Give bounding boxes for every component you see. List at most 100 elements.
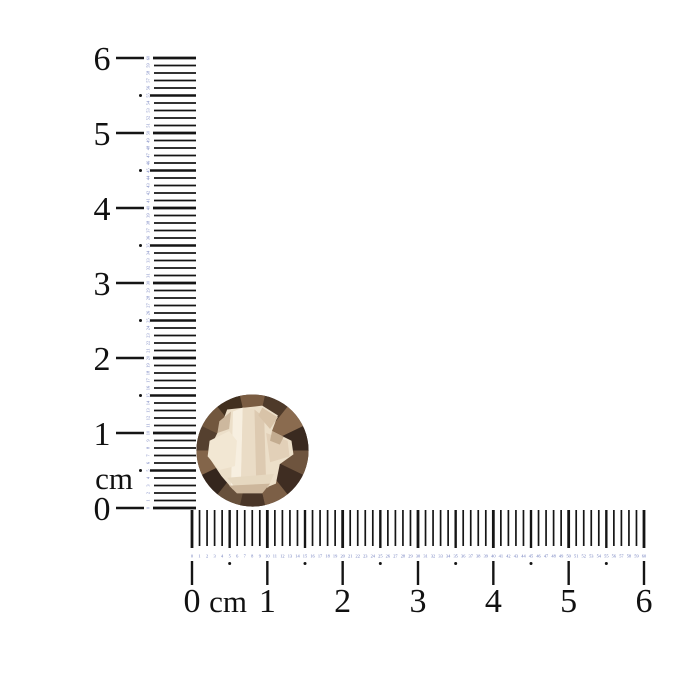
cm-label: 0 bbox=[184, 583, 201, 620]
half-cm-dot bbox=[139, 469, 142, 472]
mm-number: 52 bbox=[146, 116, 151, 120]
mm-number: 54 bbox=[597, 554, 602, 559]
cm-label: 5 bbox=[560, 583, 577, 620]
mm-number: 51 bbox=[574, 554, 578, 559]
gemstone-facet bbox=[254, 409, 267, 490]
mm-number: 38 bbox=[146, 220, 151, 225]
cm-label: 1 bbox=[259, 583, 276, 620]
half-cm-dot bbox=[454, 562, 458, 565]
mm-number: 27 bbox=[393, 554, 398, 559]
gemstone-facet bbox=[231, 407, 243, 490]
mm-number: 6 bbox=[146, 461, 151, 464]
mm-number: 49 bbox=[559, 554, 564, 559]
mm-number: 13 bbox=[288, 554, 293, 559]
mm-number: 42 bbox=[506, 554, 510, 559]
mm-number: 1 bbox=[146, 499, 151, 501]
mm-number: 4 bbox=[146, 476, 151, 479]
half-cm-dot bbox=[378, 562, 382, 565]
mm-number: 41 bbox=[146, 198, 151, 202]
half-cm-dot bbox=[529, 562, 533, 565]
mm-number: 28 bbox=[146, 295, 151, 300]
mm-number: 33 bbox=[146, 258, 151, 263]
mm-number: 52 bbox=[582, 554, 586, 559]
half-cm-dot bbox=[604, 562, 608, 565]
half-cm-dot bbox=[228, 562, 232, 565]
mm-number: 5 bbox=[229, 554, 232, 559]
mm-number: 18 bbox=[146, 370, 151, 375]
mm-number: 55 bbox=[146, 93, 151, 98]
mm-number: 53 bbox=[146, 108, 151, 113]
mm-number: 26 bbox=[386, 554, 391, 559]
mm-number: 59 bbox=[146, 63, 151, 68]
half-cm-dot bbox=[303, 562, 307, 565]
mm-number: 14 bbox=[295, 554, 300, 559]
mm-number: 59 bbox=[634, 554, 639, 559]
mm-number: 8 bbox=[146, 446, 151, 449]
mm-number: 46 bbox=[536, 554, 541, 559]
mm-number: 32 bbox=[146, 266, 151, 270]
mm-number: 29 bbox=[146, 288, 151, 293]
mm-number: 39 bbox=[146, 213, 151, 218]
mm-number: 30 bbox=[146, 280, 151, 285]
mm-number: 36 bbox=[461, 554, 466, 559]
mm-number: 31 bbox=[423, 554, 427, 559]
half-cm-dot bbox=[139, 319, 142, 322]
mm-number: 27 bbox=[146, 303, 151, 308]
mm-number: 0 bbox=[146, 506, 151, 509]
mm-number: 40 bbox=[491, 554, 496, 559]
gemstone-facet bbox=[240, 407, 257, 490]
mm-number: 20 bbox=[340, 554, 345, 559]
mm-number: 42 bbox=[146, 191, 151, 195]
mm-number: 34 bbox=[446, 554, 451, 559]
mm-number: 47 bbox=[146, 153, 151, 158]
mm-number: 28 bbox=[401, 554, 406, 559]
mm-number: 41 bbox=[499, 554, 503, 559]
mm-number: 10 bbox=[146, 430, 151, 435]
mm-number: 22 bbox=[146, 341, 151, 345]
mm-number: 54 bbox=[146, 100, 151, 105]
mm-number: 3 bbox=[213, 554, 216, 559]
mm-number: 8 bbox=[251, 554, 254, 559]
mm-number: 14 bbox=[146, 400, 151, 405]
mm-number: 5 bbox=[146, 469, 151, 472]
mm-number: 38 bbox=[476, 554, 481, 559]
mm-number: 39 bbox=[484, 554, 489, 559]
mm-number: 6 bbox=[236, 554, 239, 559]
mm-number: 32 bbox=[431, 554, 435, 559]
mm-number: 48 bbox=[146, 145, 151, 150]
mm-number: 25 bbox=[378, 554, 383, 559]
mm-number: 11 bbox=[273, 554, 277, 559]
mm-number: 23 bbox=[146, 333, 151, 338]
cm-label: 3 bbox=[409, 583, 426, 620]
cm-label: 4 bbox=[94, 191, 111, 228]
mm-number: 15 bbox=[303, 554, 308, 559]
cm-label: 5 bbox=[94, 116, 111, 153]
gemstone-facet bbox=[258, 407, 278, 430]
mm-number: 51 bbox=[146, 123, 151, 127]
mm-number: 19 bbox=[333, 554, 338, 559]
mm-number: 57 bbox=[619, 554, 624, 559]
gemstone-facet bbox=[217, 411, 232, 433]
gemstone-photo bbox=[196, 394, 309, 507]
mm-number: 56 bbox=[612, 554, 617, 559]
mm-number: 2 bbox=[146, 492, 151, 494]
mm-number: 56 bbox=[146, 85, 151, 90]
mm-number: 7 bbox=[244, 554, 247, 559]
cm-label: 2 bbox=[334, 583, 351, 620]
mm-number: 16 bbox=[310, 554, 315, 559]
mm-number: 21 bbox=[146, 348, 151, 352]
mm-number: 33 bbox=[438, 554, 443, 559]
gemstone-facet bbox=[229, 483, 271, 494]
mm-number: 43 bbox=[514, 554, 519, 559]
cm-label: 6 bbox=[94, 41, 111, 78]
gemstone-facets bbox=[196, 394, 309, 507]
mm-number: 37 bbox=[146, 228, 151, 233]
mm-number: 34 bbox=[146, 250, 151, 255]
mm-number: 1 bbox=[198, 554, 200, 559]
mm-number: 40 bbox=[146, 205, 151, 210]
mm-number: 12 bbox=[146, 416, 151, 420]
mm-number: 23 bbox=[363, 554, 368, 559]
mm-number: 12 bbox=[280, 554, 284, 559]
